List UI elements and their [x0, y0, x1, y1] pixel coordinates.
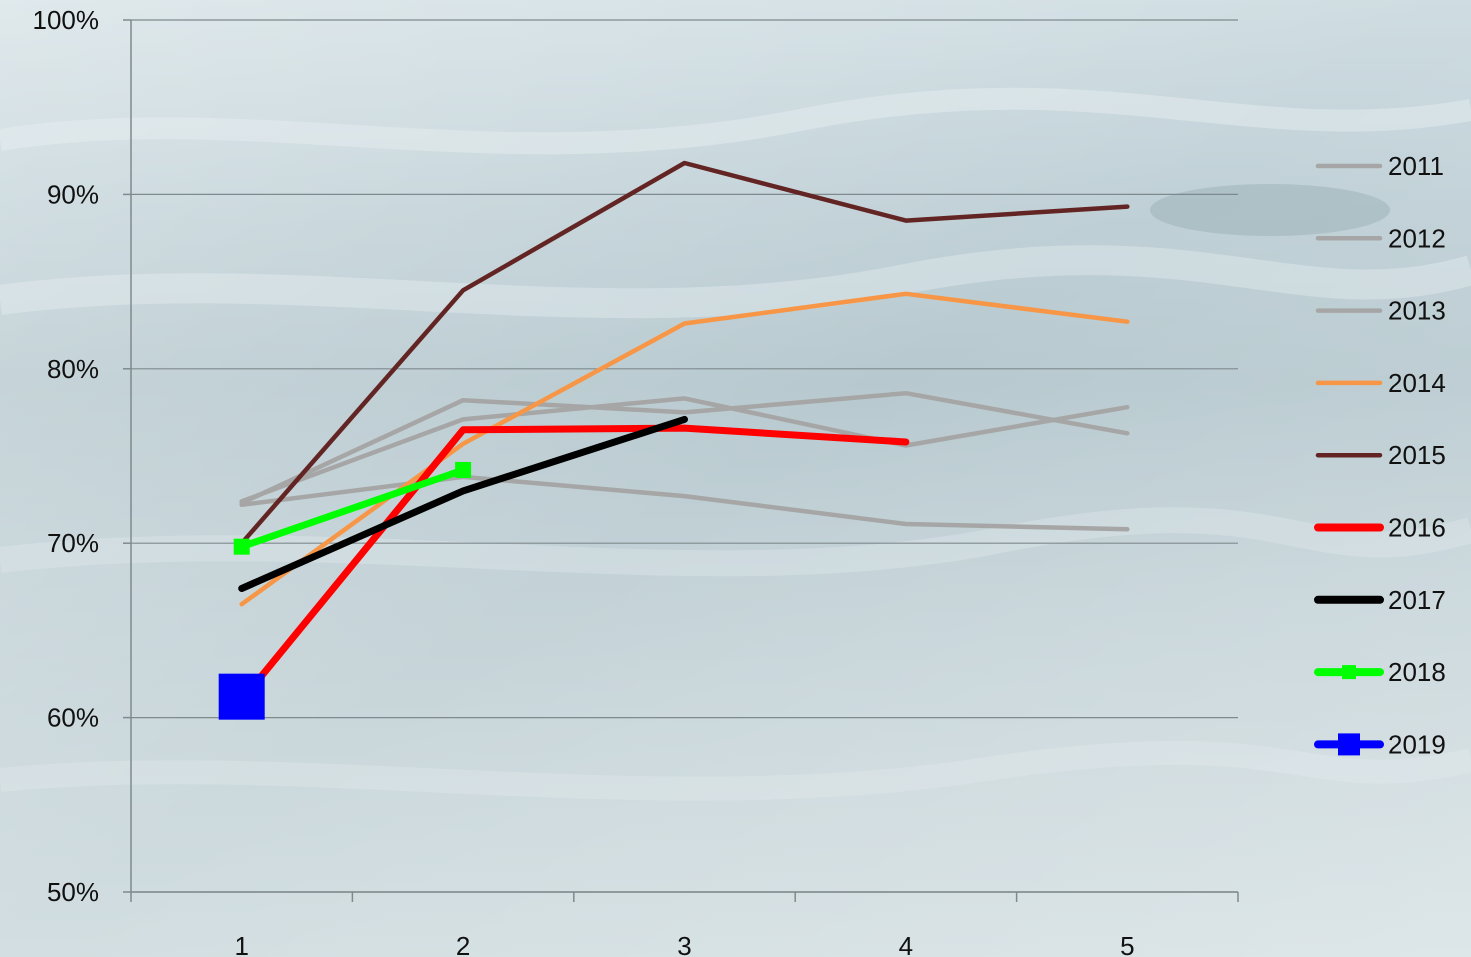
- legend-label: 2015: [1388, 440, 1446, 470]
- y-tick-label: 80%: [47, 354, 99, 384]
- legend-label: 2018: [1388, 657, 1446, 687]
- y-tick-label: 50%: [47, 877, 99, 907]
- x-tick-label: 5: [1120, 931, 1134, 957]
- series-line-2011: [239, 474, 1130, 532]
- legend-item-2018: 2018: [1314, 657, 1446, 687]
- x-tick-label: 1: [234, 931, 248, 957]
- series-point-2018: [233, 538, 250, 555]
- y-tick-label: 100%: [33, 5, 100, 35]
- y-tick-label: 60%: [47, 703, 99, 733]
- legend-item-2019: 2019: [1314, 729, 1446, 759]
- legend-item-2011: 2011: [1315, 151, 1444, 181]
- y-tick-label: 70%: [47, 528, 99, 558]
- x-tick-label: 4: [899, 931, 913, 957]
- series-lines: [218, 160, 1130, 720]
- x-tick-label: 2: [456, 931, 470, 957]
- legend-label: 2012: [1388, 223, 1446, 253]
- legend-label: 2014: [1388, 368, 1446, 398]
- legend-item-2012: 2012: [1315, 223, 1446, 253]
- legend-item-2014: 2014: [1315, 368, 1446, 398]
- legend-item-2015: 2015: [1315, 440, 1446, 470]
- legend-label: 2013: [1388, 296, 1446, 326]
- legend-item-2017: 2017: [1314, 585, 1446, 615]
- legend-marker-2018: [1342, 665, 1356, 680]
- series-point-2018: [455, 461, 472, 478]
- legend-label: 2019: [1388, 729, 1446, 759]
- series-line-2017: [238, 415, 688, 592]
- series-line-2012: [239, 390, 1130, 506]
- legend: 2011 2012 2013 2014 2015 2016 2017 2018 2019: [1314, 151, 1446, 759]
- y-tick-label: 90%: [47, 179, 99, 209]
- axes: 50% 60% 70% 80% 90% 100% 1 2 3 4 5: [33, 5, 1239, 957]
- legend-marker-2019: [1338, 733, 1360, 756]
- series-line-2013: [239, 396, 1130, 504]
- legend-label: 2011: [1388, 151, 1444, 181]
- series-line-2016: [238, 424, 910, 704]
- x-tick-label: 3: [677, 931, 691, 957]
- series-point-2019: [218, 673, 265, 720]
- series-line-2018: [238, 466, 467, 551]
- series-line-2015: [239, 160, 1130, 546]
- legend-label: 2017: [1388, 585, 1446, 615]
- legend-item-2013: 2013: [1315, 296, 1446, 326]
- legend-label: 2016: [1388, 513, 1446, 543]
- legend-item-2016: 2016: [1314, 513, 1446, 543]
